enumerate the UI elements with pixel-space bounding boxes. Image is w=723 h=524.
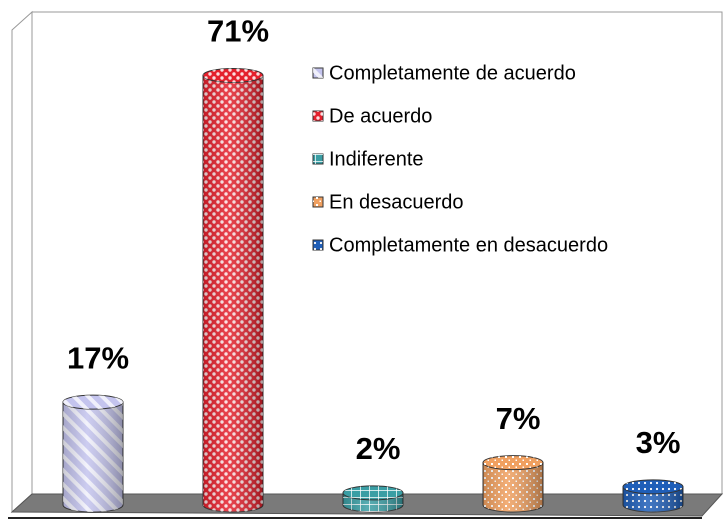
data-label: 7% — [496, 401, 541, 436]
data-label: 2% — [356, 431, 401, 466]
legend-swatch-pattern — [313, 154, 323, 164]
cylinder-top-pattern — [623, 479, 683, 494]
data-label: 71% — [207, 14, 269, 49]
side-wall — [11, 10, 33, 514]
cylinder-shade — [63, 402, 123, 512]
legend-label: De acuerdo — [329, 105, 432, 127]
legend-label: En desacuerdo — [329, 191, 464, 213]
cylinder-top-pattern — [63, 395, 123, 410]
cylinder-top-pattern — [483, 455, 543, 470]
legend-swatch-pattern — [313, 111, 323, 121]
cylinder-shade — [483, 462, 543, 512]
legend-swatch-pattern — [313, 68, 323, 78]
cylinder-shade — [203, 75, 263, 512]
cylinder-top-pattern — [343, 485, 403, 500]
legend-label: Completamente de acuerdo — [329, 62, 576, 84]
cylinder-top-pattern — [203, 68, 263, 83]
data-label: 17% — [67, 340, 129, 375]
legend-label: Completamente en desacuerdo — [329, 234, 608, 256]
legend-swatch-pattern — [313, 197, 323, 207]
legend-swatch-pattern — [313, 240, 323, 250]
data-label: 3% — [636, 425, 681, 460]
legend-label: Indiferente — [329, 148, 424, 170]
